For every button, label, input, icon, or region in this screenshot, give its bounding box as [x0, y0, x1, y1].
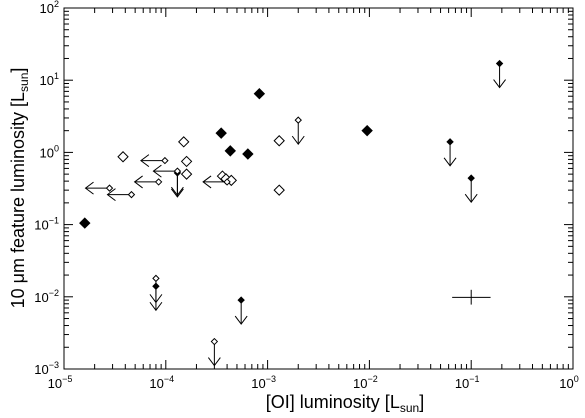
ticks-layer: 10−5 10−4 10−3 10−2 10−1 100 10−3 10−2 10−1 100 10… — [34, 0, 578, 391]
filled-diamond-point — [224, 145, 236, 157]
open-diamond-point — [161, 156, 169, 165]
open-diamond-point — [117, 151, 129, 163]
y-tick-label: 10−1 — [34, 216, 59, 233]
x-tick-label: 100 — [559, 374, 578, 391]
typical-error-bar — [452, 289, 491, 305]
upper-limit-arrow-down — [443, 141, 457, 167]
y-axis-title-main: 10 μm feature luminosity [L — [8, 92, 28, 308]
filled-diamond-point — [361, 124, 373, 137]
upper-limit-arrow-left — [106, 188, 132, 202]
filled-diamond-point — [79, 217, 91, 229]
arrow-head — [152, 164, 162, 178]
arrow-head — [202, 175, 212, 189]
upper-limit-arrow-down — [149, 278, 163, 304]
filled-diamond-point — [253, 88, 266, 100]
upper-limit-arrow-down — [234, 300, 248, 325]
upper-limit-arrow-down — [464, 178, 478, 203]
upper-limit-arrow-left — [133, 175, 159, 189]
x-axis-title-main: [OI] luminosity [L — [266, 392, 400, 412]
arrow-head — [140, 154, 150, 167]
y-tick-label: 102 — [40, 0, 59, 16]
upper-limit-arrow-down — [170, 171, 184, 196]
open-diamond-point — [294, 116, 302, 124]
filled-diamond-point — [495, 59, 504, 68]
x-axis-title-close: ] — [419, 392, 424, 412]
y-axis-title: 10 μm feature luminosity [Lsun] — [8, 68, 31, 309]
filled-diamond-point — [242, 148, 254, 160]
arrow-head — [234, 315, 248, 325]
x-tick-label: 10−3 — [251, 374, 276, 391]
y-tick-label: 100 — [40, 143, 59, 160]
filled-diamond-point — [467, 174, 475, 182]
x-axis-title-sub: sun — [400, 401, 419, 415]
marks-layer — [79, 59, 506, 367]
arrow-head — [207, 357, 221, 367]
upper-limit-arrow-left — [202, 175, 228, 189]
open-diamond-point — [210, 337, 219, 346]
arrow-head — [170, 186, 184, 196]
filled-diamond-point — [237, 296, 245, 304]
open-diamond-point — [180, 155, 193, 168]
x-tick-label: 10−2 — [353, 374, 378, 391]
upper-limit-arrow-down — [493, 63, 506, 89]
arrow-head — [84, 181, 94, 195]
arrow-head — [133, 175, 143, 189]
arrow-head — [291, 135, 305, 145]
y-tick-label: 10−3 — [34, 360, 59, 377]
open-diamond-point — [173, 167, 182, 175]
plot-frame — [63, 7, 574, 370]
open-diamond-point — [178, 136, 190, 148]
open-diamond-point — [152, 274, 160, 283]
open-diamond-point — [105, 184, 114, 192]
x-tick-label: 10−4 — [149, 374, 174, 391]
upper-limit-arrow-left — [84, 181, 110, 195]
arrow-head — [170, 188, 184, 198]
arrow-head — [464, 193, 478, 203]
open-diamond-point — [127, 190, 136, 199]
arrow-head — [149, 294, 163, 304]
filled-diamond-point — [446, 138, 454, 146]
open-diamond-point — [154, 178, 163, 186]
x-tick-label: 10−1 — [455, 374, 480, 391]
y-tick-label: 101 — [40, 71, 59, 88]
arrow-head — [443, 157, 457, 167]
upper-limit-arrow-left — [152, 164, 178, 178]
filled-diamond-point — [215, 127, 227, 139]
arrow-head — [149, 301, 163, 312]
arrow-head — [106, 188, 116, 202]
open-diamond-point — [273, 135, 285, 147]
x-tick-label: 10−5 — [48, 374, 73, 391]
x-axis-title: [OI] luminosity [Lsun] — [266, 392, 424, 415]
y-axis-title-sub: sun — [17, 73, 31, 92]
open-diamond-point — [180, 168, 193, 180]
arrow-head — [493, 79, 506, 89]
open-diamond-point — [273, 184, 285, 196]
open-diamond-point — [223, 178, 231, 186]
upper-limit-arrow-left — [140, 154, 165, 167]
upper-limit-arrow-down — [291, 120, 305, 145]
upper-limit-arrow-down — [207, 341, 221, 367]
y-tick-label: 10−2 — [34, 288, 59, 305]
y-axis-title-close: ] — [8, 68, 28, 73]
